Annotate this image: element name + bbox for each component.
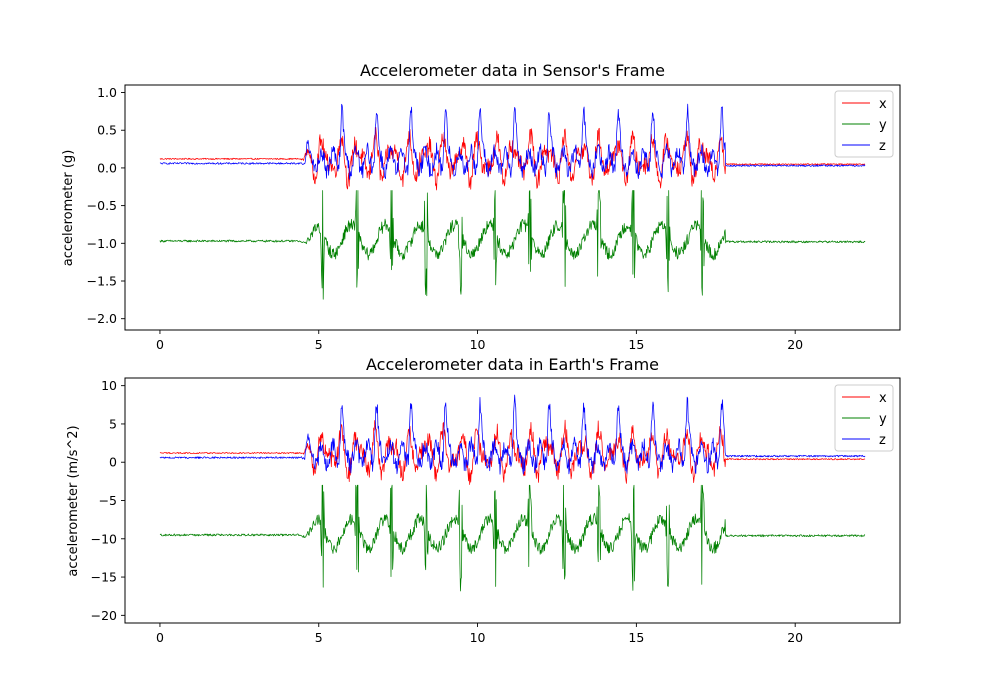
y-tick-label: −0.5 [87,198,117,213]
plot-area [159,394,866,592]
x-tick-label: 20 [787,630,803,645]
legend: x y z [834,90,894,158]
x-tick-label: 10 [470,630,486,645]
legend-label-z: z [879,139,886,154]
series-line-y [159,190,866,300]
legend-label-z: z [879,433,886,448]
y-tick-label: −1.0 [87,236,117,251]
y-tick-label: 0.0 [97,160,117,175]
series-line-x [159,127,866,191]
series-line-z [159,103,866,180]
x-tick-label: 15 [628,630,644,645]
y-axis-label: accelerometer (g) [61,150,76,267]
series-line-y [159,484,866,592]
y-tick-label: −1.5 [87,274,117,289]
y-tick-label: 10 [101,378,117,393]
x-tick-label: 0 [156,337,164,352]
chart-title: Accelerometer data in Earth's Frame [366,355,659,374]
y-tick-label: 5 [109,416,117,431]
x-tick-label: 5 [315,630,323,645]
legend-label-y: y [879,118,887,133]
y-tick-label: 0.5 [97,123,117,138]
series-line-z [159,394,866,475]
legend-label-x: x [879,391,887,406]
y-axis-label: accelerometer (m/s^2) [66,425,81,576]
y-tick-label: 1.0 [97,85,117,100]
y-tick-label: −20 [91,608,117,623]
x-tick-label: 20 [787,337,803,352]
x-tick-label: 10 [470,337,486,352]
chart-title: Accelerometer data in Sensor's Frame [360,61,665,80]
axis-ticks: 0 5 10 15 20 −20 −15 −10 −5 0 5 10 [91,378,804,645]
legend-label-y: y [879,412,887,427]
axis-ticks: 0 5 10 15 20 −2.0 −1.5 −1.0 −0.5 0.0 0.5 1.0 [87,85,804,352]
y-tick-label: 0 [109,455,117,470]
x-tick-label: 0 [156,630,164,645]
axes-frame [124,84,901,331]
y-tick-label: −2.0 [87,311,117,326]
x-tick-label: 5 [315,337,323,352]
chart-sensor-frame: Accelerometer data in Sensor's Frame acc… [61,61,901,352]
y-tick-label: −5 [99,493,117,508]
legend: x y z [834,384,894,452]
legend-label-x: x [879,97,887,112]
y-tick-label: −10 [91,531,117,546]
axes-frame [124,377,901,624]
chart-earth-frame: Accelerometer data in Earth's Frame acce… [66,355,901,645]
y-tick-label: −15 [91,570,117,585]
x-tick-label: 15 [628,337,644,352]
plot-area [159,103,866,300]
